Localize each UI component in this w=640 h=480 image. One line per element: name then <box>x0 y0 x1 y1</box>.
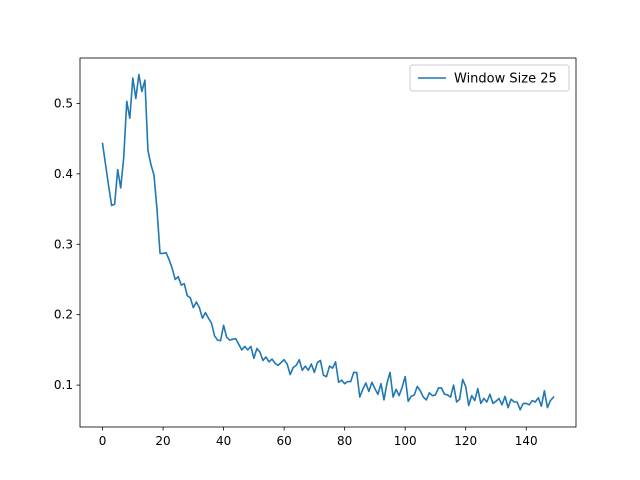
x-tick-label: 120 <box>454 434 477 448</box>
legend: Window Size 25 <box>409 64 570 92</box>
x-tick-label: 140 <box>515 434 538 448</box>
x-tick-label: 40 <box>216 434 231 448</box>
plot-area <box>80 58 576 427</box>
x-tick-label: 80 <box>337 434 352 448</box>
y-tick-label: 0.3 <box>54 237 73 251</box>
legend-label: Window Size 25 <box>454 72 557 87</box>
axes-frame <box>79 57 577 428</box>
x-tick-label: 100 <box>394 434 417 448</box>
axes-layer: 0 20 40 60 80 100 120 140 0.1 0.2 0.3 0.4 0.5 <box>54 57 577 448</box>
y-tick-label: 0.5 <box>54 96 73 110</box>
y-tick-label: 0.4 <box>54 167 73 181</box>
x-tick-label: 20 <box>155 434 170 448</box>
series-layer <box>101 73 555 411</box>
x-tick-label: 60 <box>276 434 291 448</box>
series-line <box>101 73 555 411</box>
y-tick-label: 0.1 <box>54 378 73 392</box>
legend-box <box>409 64 570 92</box>
y-tick-label: 0.2 <box>54 308 73 322</box>
x-tick-label: 0 <box>99 434 107 448</box>
